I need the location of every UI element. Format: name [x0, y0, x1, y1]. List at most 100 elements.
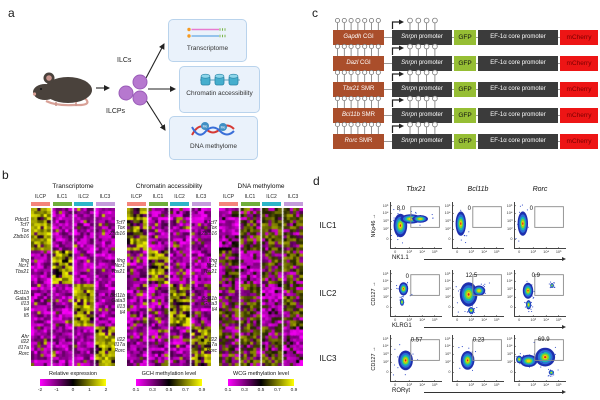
flow-x-axis-label: KLRG1	[392, 323, 412, 329]
flow-y-tick: 10⁵	[382, 336, 389, 341]
flow-y-tick: 10⁴	[444, 279, 451, 284]
heatmap-legend-tick: 1	[88, 388, 91, 393]
ilcs-label: ILCs	[117, 57, 132, 64]
heatmap-legend-tick: 0.7	[182, 388, 189, 393]
flow-y-tick: 10³	[445, 219, 451, 224]
flow-x-tick: 10³	[468, 250, 474, 254]
transcriptome-label: Transcriptome	[186, 45, 229, 52]
flow-y-tick: 10⁵	[382, 271, 389, 276]
heatmap-gene-labels: Ifng Ncr1 Tbx21	[203, 257, 217, 276]
heatmap-title: Chromatin accessibility	[135, 183, 203, 190]
flow-x-tick: 0	[518, 250, 521, 254]
heatmap-gene-labels: Bcl11b Gata3 Il13 Il4 Il5	[14, 289, 29, 319]
snrpn-promoter-box: Snrpn promoter	[392, 108, 452, 123]
heatmap-gene-labels: Bcl11b Gata3 Il13 Il4	[110, 292, 125, 317]
heatmap-title: Transcriptome	[52, 183, 94, 190]
heatmap-column-label: ILC2	[174, 194, 185, 200]
heatmap-column-colorbar	[95, 202, 115, 206]
flow-plot: 69.9	[514, 335, 566, 382]
flow-x-tick: 10³	[406, 383, 412, 387]
heatmap-legend-tick: 2	[104, 388, 108, 393]
flow-y-tick: 10⁵	[382, 203, 389, 208]
heatmap-legend-tick: 0.7	[274, 388, 281, 393]
heatmap-legend-tick: 0.3	[241, 388, 248, 393]
flow-gate	[534, 274, 564, 296]
heatmap-column-colorbar	[240, 202, 260, 206]
flow-y-tick: 10²	[445, 295, 451, 300]
heatmap-column-label: ILC3	[195, 194, 207, 200]
heatmap-legend-title: WCG methylation level	[233, 371, 289, 377]
heatmap-body	[31, 208, 115, 366]
heatmap-gene-labels: Il22 Il17a Rorc	[206, 336, 217, 355]
heatmap-column-label: ILC2	[78, 194, 89, 200]
flow-y-axis-label: CD127 →	[371, 281, 377, 306]
flow-x-tick: 10⁵	[431, 318, 438, 322]
flow-x-tick: 10³	[530, 250, 536, 254]
heatmap-legend-tick: 0.5	[165, 388, 173, 393]
heatmap-legend-title: GCH methylation level	[141, 371, 197, 377]
flow-y-tick: 0	[510, 305, 513, 310]
flow-y-tick: 0	[448, 370, 451, 375]
flow-gate	[534, 206, 564, 228]
snrpn-promoter-box: Snrpn promoter	[392, 134, 452, 149]
heatmap-legend-tick: 0	[71, 388, 75, 393]
svg-text:Me: Me	[203, 124, 208, 128]
flow-plot: 8.0	[390, 202, 442, 249]
heatmap-column-colorbar	[127, 202, 146, 206]
flow-x-tick: 10⁵	[555, 383, 562, 387]
gate-value: 0	[530, 206, 534, 212]
unmethylated-cpg-icons	[335, 122, 381, 134]
heatmap-column-label: ILC1	[244, 194, 256, 200]
flow-column-title: Tbx21	[406, 186, 426, 193]
methyl-region-box: Dazl CGI	[333, 56, 384, 71]
flow-y-tick: 10³	[507, 219, 513, 224]
methyl-region-box: Rorc SMR	[333, 134, 384, 149]
ef1a-promoter-box: EF-1α core promoter	[478, 30, 558, 45]
gfp-box: GFP	[454, 108, 476, 123]
panel-a-letter: a	[8, 6, 15, 20]
flow-x-axis-line	[424, 326, 562, 328]
heatmap-column-colorbar	[283, 202, 303, 206]
heatmap-gene-labels: Tcf7 Tox Zbtb16	[109, 219, 125, 238]
flow-gate	[472, 274, 502, 296]
mcherry-box: mCherry	[560, 134, 598, 149]
flow-y-tick: 0	[448, 305, 451, 310]
heatmap-column-label: ILC2	[266, 194, 277, 200]
flow-row-label: ILC2	[319, 289, 337, 298]
flow-gate	[410, 206, 440, 228]
methyl-region-box: Bcl11b SMR	[333, 108, 384, 123]
flow-gate	[410, 339, 440, 361]
heatmap-gene-labels: Tcf7 Tox Zbtb16	[201, 219, 217, 238]
ef1a-promoter-box: EF-1α core promoter	[478, 56, 558, 71]
chromatin-box: Chromatin accessibility	[179, 66, 260, 113]
flow-y-tick: 10⁴	[382, 279, 389, 284]
heatmap-column-label: ILC3	[99, 194, 111, 200]
panel-a-connectors	[96, 43, 176, 131]
heatmap-legend-tick: -1	[54, 388, 59, 393]
flow-x-tick: 10⁵	[555, 318, 562, 322]
heatmap-gene-labels: Ahr Il22 Il17a Rorc	[18, 333, 29, 358]
flow-x-axis-label: RORγt	[392, 388, 410, 394]
flow-y-tick: 10³	[507, 352, 513, 357]
heatmap-body	[127, 208, 211, 366]
heatmap-column-label: ILC1	[152, 194, 164, 200]
heatmap-column-label: ILCP	[34, 194, 47, 200]
flow-y-tick: 10²	[383, 360, 389, 365]
heatmap-column-colorbar	[262, 202, 281, 206]
flow-gate	[534, 339, 564, 361]
tss-arrow-icon	[391, 43, 438, 56]
flow-x-tick: 10⁴	[419, 383, 426, 387]
flow-y-tick: 0	[510, 237, 513, 242]
flow-x-tick: 10³	[530, 318, 536, 322]
mcherry-box: mCherry	[560, 108, 598, 123]
flow-plot: 0.23	[452, 335, 504, 382]
chromatin-label: Chromatin accessibility	[186, 90, 253, 97]
flow-plot: 0	[514, 202, 566, 249]
flow-x-tick: 0	[518, 318, 521, 322]
flow-x-axis-arrowhead	[562, 324, 566, 329]
heatmap-body	[219, 208, 303, 366]
rna-icon	[187, 27, 226, 38]
flow-gate	[472, 339, 502, 361]
unmethylated-cpg-icons	[335, 70, 381, 82]
